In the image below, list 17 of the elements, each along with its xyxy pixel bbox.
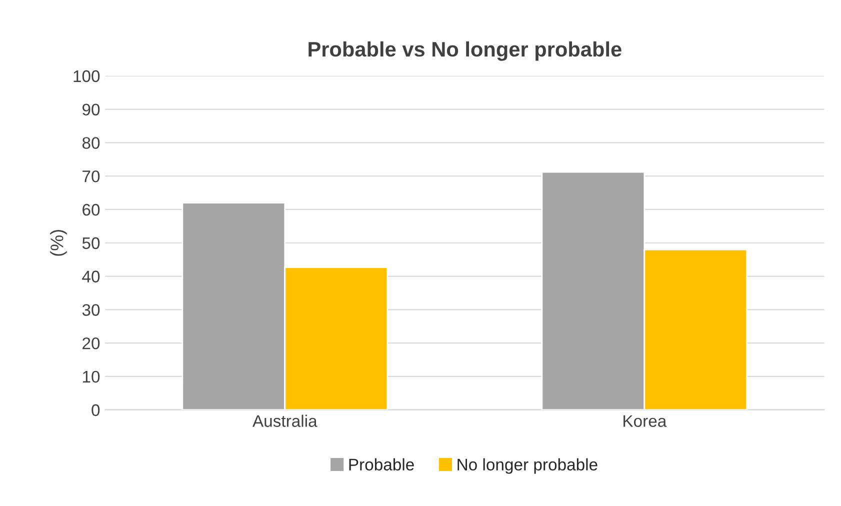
y-axis-title: (%) [50,230,67,256]
y-tick-label: 0 [92,404,100,416]
y-tick-label: 90 [82,104,100,116]
y-tick-label: 20 [82,337,100,350]
y-tick-label: 30 [82,304,100,316]
y-tick-label: 70 [82,170,100,182]
y-tick-label: 40 [82,270,100,282]
y-tick-label: 50 [82,237,100,250]
legend-label: Probable [349,458,414,470]
y-tick-label: 80 [82,137,100,149]
x-tick-label: Australia [252,414,318,427]
legend-label: No longer probable [458,458,598,474]
y-tick-label: 60 [82,204,100,216]
y-tick-label: 100 [74,70,100,82]
y-tick-label: 10 [83,370,100,383]
x-tick-label: Korea [624,415,667,427]
chart-title: Probable vs No longer probable [308,41,622,61]
